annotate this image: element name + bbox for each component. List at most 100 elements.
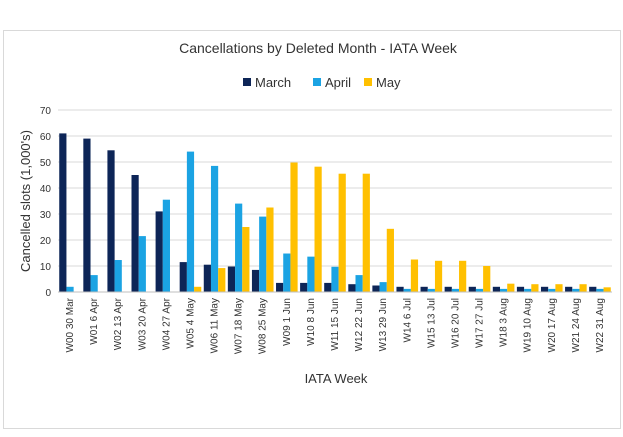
bar-may	[314, 166, 322, 292]
x-tick-label: W20 17 Aug	[547, 298, 558, 352]
x-tick-label: W16 20 Jul	[450, 298, 461, 348]
bar-april	[331, 266, 339, 292]
x-tick-label: W05 4 May	[185, 298, 196, 349]
x-axis-ticks: W00 30 Mar W01 6 Apr W02 13 Apr W03 20 Apr W…	[65, 297, 606, 354]
x-tick-label: W21 24 Aug	[571, 298, 582, 352]
bar-april	[379, 282, 387, 292]
bar-may	[434, 260, 443, 292]
y-axis-title: Cancelled slots (1,000's)	[18, 130, 33, 272]
bar-april	[475, 288, 484, 292]
bar-may	[555, 284, 563, 292]
y-tick-label: 60	[40, 132, 52, 143]
x-tick-label: W08 25 May	[258, 298, 269, 354]
x-tick-label: W03 20 Apr	[137, 297, 148, 350]
bar-april	[524, 288, 532, 292]
x-tick-label: W17 27 Jul	[475, 298, 486, 348]
x-tick-label: W02 13 Apr	[113, 297, 124, 350]
x-tick-label: W10 8 Jun	[306, 298, 317, 346]
bar-may	[362, 173, 370, 292]
legend-swatch-april	[313, 78, 321, 86]
bar-april	[90, 275, 98, 292]
y-axis-ticks: 0 10 20 30 40 50 60 70	[40, 106, 52, 299]
bar-march	[227, 266, 236, 292]
bar-may	[194, 286, 202, 292]
bar-march	[324, 282, 332, 292]
bar-april	[500, 288, 508, 292]
bar-march	[492, 286, 501, 292]
bar-april	[114, 260, 122, 292]
x-tick-label: W19 10 Aug	[523, 298, 534, 352]
chart-title: Cancellations by Deleted Month - IATA We…	[179, 40, 458, 56]
y-tick-label: 50	[40, 158, 52, 169]
y-tick-label: 10	[40, 262, 52, 273]
bar-may	[459, 260, 467, 292]
x-tick-label: W00 30 Mar	[65, 297, 76, 352]
bar-march	[565, 286, 573, 292]
legend-label-april: April	[325, 75, 351, 90]
bar-march	[251, 269, 260, 292]
bar-april	[283, 253, 291, 292]
legend-label-may: May	[376, 75, 401, 90]
y-tick-label: 30	[40, 210, 52, 221]
bar-may	[338, 173, 346, 292]
bar-march	[516, 286, 525, 292]
bar-april	[403, 288, 411, 292]
bar-march	[300, 282, 308, 292]
bar-may	[483, 266, 491, 292]
y-tick-label: 70	[40, 106, 52, 117]
bar-march	[348, 284, 356, 292]
bar-march	[131, 175, 139, 292]
bar-march	[203, 264, 211, 292]
bar-april	[307, 256, 315, 292]
bar-april	[451, 288, 460, 292]
bar-march	[420, 286, 428, 292]
bar-march	[396, 286, 404, 292]
gridlines	[58, 109, 612, 267]
legend-swatch-may	[364, 78, 372, 86]
bar-may	[603, 287, 611, 292]
x-tick-label: W09 1 Jun	[282, 298, 293, 346]
x-tick-label: W14 6 Jul	[402, 298, 413, 342]
bar-may	[218, 268, 226, 292]
x-tick-label: W07 18 May	[234, 298, 245, 354]
bar-march	[83, 138, 91, 292]
bar-march	[276, 282, 284, 292]
x-tick-label: W04 27 Apr	[161, 297, 172, 350]
bar-march	[540, 286, 549, 292]
bar-april	[66, 286, 74, 292]
x-tick-label: W11 15 Jun	[330, 298, 341, 351]
bar-april	[162, 199, 170, 292]
bar-april	[355, 275, 363, 292]
bar-may	[579, 284, 587, 292]
bar-may	[531, 284, 539, 292]
x-tick-label: W22 31 Aug	[595, 298, 606, 352]
bars	[59, 133, 611, 292]
bar-march	[444, 286, 452, 292]
x-tick-label: W18 3 Aug	[499, 298, 510, 347]
x-tick-label: W15 13 Jul	[426, 298, 437, 348]
y-tick-label: 20	[40, 236, 52, 247]
bar-april	[138, 236, 146, 292]
bar-april	[186, 151, 195, 292]
bar-may	[266, 207, 274, 292]
legend-label-march: March	[255, 75, 291, 90]
x-tick-label: W12 22 Jun	[354, 298, 365, 351]
bar-april	[259, 216, 267, 292]
legend: March April May	[243, 75, 401, 90]
bar-march	[468, 286, 476, 292]
bar-april	[427, 288, 435, 292]
x-axis-title: IATA Week	[305, 371, 368, 386]
chart-frame	[3, 30, 621, 429]
x-tick-label: W01 6 Apr	[89, 297, 100, 344]
bar-march	[589, 286, 597, 292]
y-tick-label: 40	[40, 184, 52, 195]
bar-april	[548, 288, 556, 292]
bar-march	[59, 133, 67, 292]
bar-march	[179, 262, 187, 292]
bar-march	[107, 150, 115, 292]
bar-may	[507, 283, 515, 292]
bar-march	[155, 211, 163, 292]
bar-april	[572, 288, 580, 292]
bar-april	[596, 288, 604, 292]
